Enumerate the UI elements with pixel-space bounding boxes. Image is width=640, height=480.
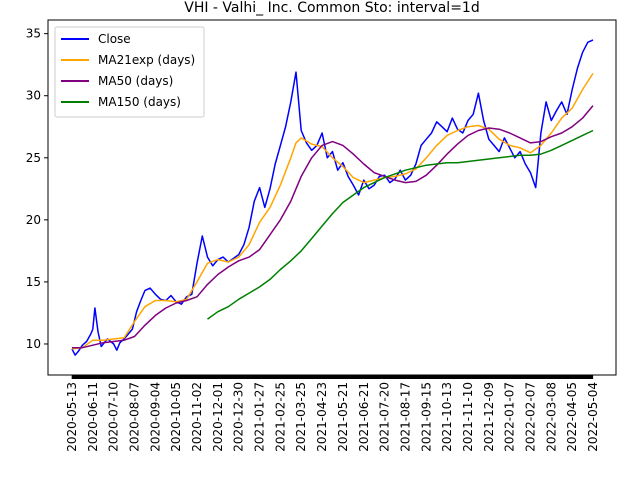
y-tick-label: 20 <box>26 213 41 227</box>
y-tick-label: 30 <box>26 89 41 103</box>
series-line-3 <box>207 129 594 320</box>
x-tick-label: 2020-11-02 <box>190 382 204 452</box>
x-tick-label: 2022-03-08 <box>544 382 558 452</box>
y-tick-label: 25 <box>26 151 41 165</box>
series-layer <box>71 39 594 356</box>
chart-title: VHI - Valhi_ Inc. Common Sto: interval=1… <box>184 0 479 16</box>
x-tick-label: 2021-06-21 <box>357 382 371 452</box>
x-tick-label: 2020-12-30 <box>232 382 246 452</box>
x-tick-label: 2022-04-05 <box>565 382 579 452</box>
x-tick-label: 2020-07-10 <box>107 382 121 452</box>
x-tick-label: 2021-11-10 <box>461 382 475 452</box>
x-tick-label: 2021-10-13 <box>440 382 454 452</box>
x-tick-label: 2020-06-11 <box>86 382 100 452</box>
x-tick-label: 2021-04-23 <box>315 382 329 452</box>
y-tick-label: 35 <box>26 27 41 41</box>
x-tick-label: 2022-02-07 <box>524 382 538 452</box>
x-tick-label: 2020-08-07 <box>128 382 142 452</box>
x-tick-label: 2021-03-25 <box>294 382 308 452</box>
series-line-2 <box>72 105 594 349</box>
x-tick-label: 2021-08-17 <box>398 382 412 452</box>
legend-label: MA150 (days) <box>98 95 181 109</box>
legend-label: MA50 (days) <box>98 74 173 88</box>
x-tick-label: 2021-12-09 <box>482 382 496 452</box>
y-tick-label: 15 <box>26 275 41 289</box>
x-tick-label: 2020-09-04 <box>148 382 162 452</box>
x-tick-label: 2022-05-04 <box>586 382 600 452</box>
x-tick-label: 2020-10-05 <box>169 382 183 452</box>
x-tick-label: 2021-09-15 <box>419 382 433 452</box>
y-axis: 10 15 20 25 30 35 <box>26 27 48 351</box>
x-tick-label: 2020-05-13 <box>65 382 79 452</box>
legend-box <box>54 26 205 118</box>
series-line-1 <box>71 72 594 350</box>
x-tick-label: 2021-07-20 <box>378 382 392 452</box>
y-tick-label: 10 <box>26 337 41 351</box>
x-tick-marks <box>71 375 594 379</box>
x-tick-label: 2021-02-25 <box>273 382 287 452</box>
legend: Close MA21exp (days) MA50 (days) MA150 (day… <box>54 26 205 118</box>
legend-label: MA21exp (days) <box>98 53 195 67</box>
legend-label: Close <box>98 32 131 46</box>
x-tick-label: 2020-12-01 <box>211 382 225 452</box>
x-tick-label: 2021-01-27 <box>253 382 267 452</box>
series-line-0 <box>71 39 594 356</box>
x-axis: 2020-05-13 2020-06-11 2020-07-10 2020-08-07… <box>65 375 600 452</box>
x-tick-label: 2022-01-07 <box>503 382 517 452</box>
x-tick-label: 2021-05-21 <box>336 382 350 452</box>
